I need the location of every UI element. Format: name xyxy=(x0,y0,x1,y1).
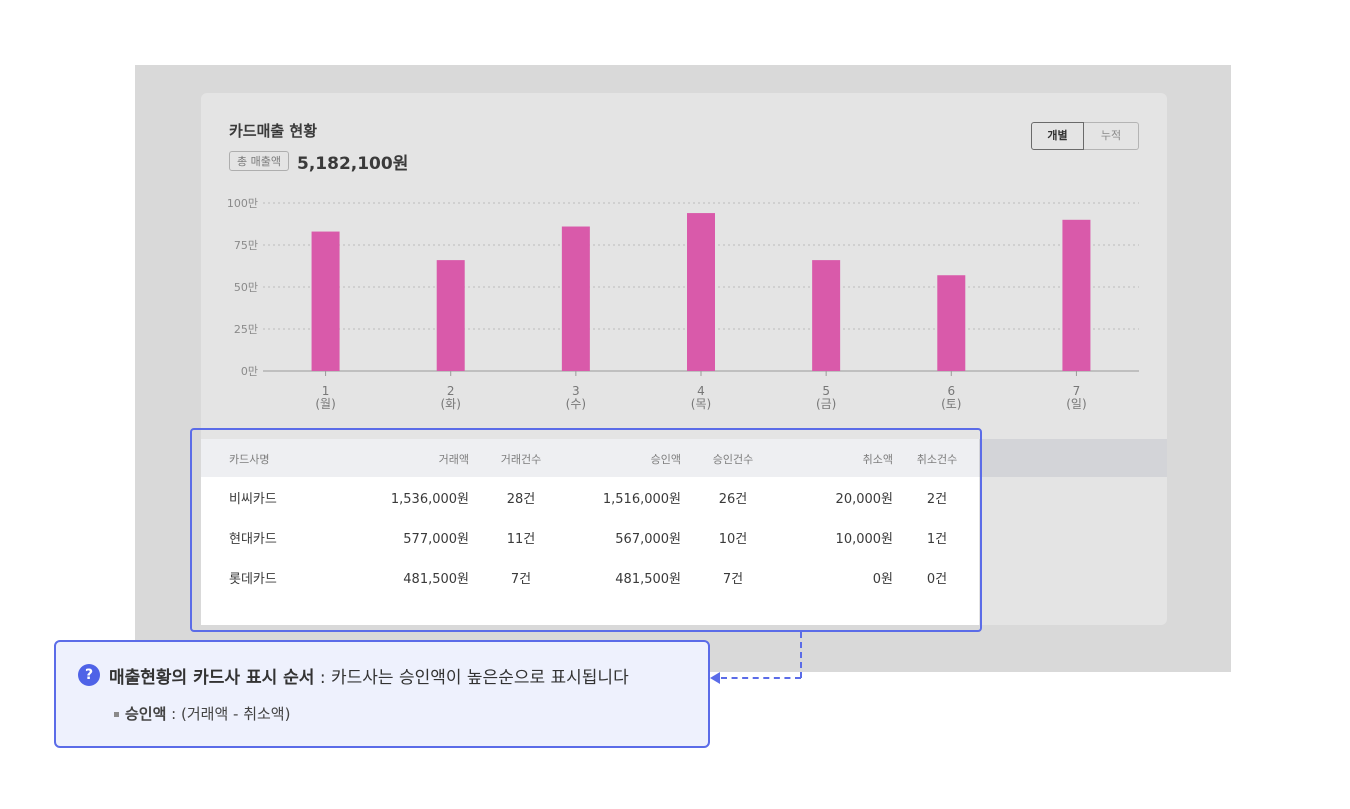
note-description: 카드사는 승인액이 높은순으로 표시됩니다 xyxy=(330,668,629,688)
toggle-individual-button[interactable]: 개별 xyxy=(1031,122,1084,150)
bar xyxy=(311,231,340,371)
x-tick-sublabel: (토) xyxy=(941,397,961,411)
cell-approved-amount: 567,000원 xyxy=(615,532,681,547)
bar xyxy=(937,275,966,371)
bar xyxy=(687,213,715,371)
bullet-icon xyxy=(114,712,119,717)
x-tick-label: 3 xyxy=(572,384,580,398)
header-transaction-amount: 거래액 xyxy=(438,453,469,466)
x-tick-label: 5 xyxy=(822,384,830,398)
x-tick-label: 1 xyxy=(322,384,330,398)
header-cancel-count: 취소건수 xyxy=(916,453,958,466)
total-sales-badge: 총 매출액 xyxy=(229,151,289,171)
bar xyxy=(561,226,590,371)
bar xyxy=(1062,219,1091,371)
cell-approved-count: 26건 xyxy=(718,492,748,507)
y-tick-label: 50만 xyxy=(234,281,258,294)
header-approved-count: 승인건수 xyxy=(712,453,754,466)
cell-transaction-amount: 577,000원 xyxy=(403,532,469,547)
cell-card-name: 비씨카드 xyxy=(229,492,277,507)
cell-cancel-count: 0건 xyxy=(926,572,948,587)
bar xyxy=(812,260,841,371)
x-tick-sublabel: (금) xyxy=(816,397,836,411)
cell-cancel-count: 2건 xyxy=(926,492,948,507)
card-title: 카드매출 현황 xyxy=(229,122,318,140)
cell-cancel-count: 1건 xyxy=(926,532,948,547)
view-toggle: 개별 누적 xyxy=(1031,122,1139,150)
x-tick-label: 6 xyxy=(947,384,955,398)
toggle-cumulative-button[interactable]: 누적 xyxy=(1084,122,1139,150)
cell-approved-amount: 481,500원 xyxy=(615,572,681,587)
x-tick-sublabel: (수) xyxy=(566,397,586,411)
arrow-left-icon xyxy=(710,672,720,684)
connector-line xyxy=(800,632,802,678)
sales-bar-chart: 0만 25만 50만 75만 100만 1(월) 2(화) 3(수) 4(목) 5(금) 6(토) 7… xyxy=(227,197,1139,411)
header-cancel-amount: 취소액 xyxy=(862,453,893,466)
y-tick-label: 100만 xyxy=(227,197,258,210)
table-header xyxy=(201,439,979,477)
y-tick-label: 0만 xyxy=(241,365,258,378)
x-tick-sublabel: (목) xyxy=(691,397,711,411)
note-title-line: 매출현황의 카드사 표시 순서 : 카드사는 승인액이 높은순으로 표시됩니다 xyxy=(109,663,629,688)
cell-card-name: 현대카드 xyxy=(229,532,277,547)
note-separator: : xyxy=(314,668,331,688)
y-tick-label: 75만 xyxy=(234,239,258,252)
cell-transaction-amount: 1,536,000원 xyxy=(390,492,469,507)
annotation-note: ? 매출현황의 카드사 표시 순서 : 카드사는 승인액이 높은순으로 표시됩니… xyxy=(54,640,710,748)
header-transaction-count: 거래건수 xyxy=(500,453,542,466)
cell-approved-count: 7건 xyxy=(722,572,744,587)
header-approved-amount: 승인액 xyxy=(650,453,681,466)
cell-transaction-count: 28건 xyxy=(506,492,536,507)
cell-cancel-amount: 10,000원 xyxy=(835,532,893,547)
note-sub-line: 승인액 : (거래액 - 취소액) xyxy=(114,703,290,724)
total-sales-value: 5,182,100원 xyxy=(297,154,409,174)
y-tick-label: 25만 xyxy=(234,323,258,336)
cell-transaction-count: 7건 xyxy=(510,572,532,587)
x-tick-sublabel: (일) xyxy=(1066,397,1086,411)
card-sales-table: 카드사명 거래액 거래건수 승인액 승인건수 취소액 취소건수 비씨카드 1,5… xyxy=(201,439,979,625)
cell-transaction-count: 11건 xyxy=(506,532,536,547)
header-card-name: 카드사명 xyxy=(229,453,270,466)
table-highlight-frame xyxy=(190,428,982,632)
note-sub-description: : (거래액 - 취소액) xyxy=(166,705,291,723)
x-tick-label: 7 xyxy=(1073,384,1081,398)
x-tick-label: 4 xyxy=(697,384,705,398)
cell-card-name: 롯데카드 xyxy=(229,572,277,587)
cell-transaction-amount: 481,500원 xyxy=(403,572,469,587)
cell-cancel-amount: 0원 xyxy=(872,572,893,587)
cell-approved-amount: 1,516,000원 xyxy=(602,492,681,507)
x-tick-label: 2 xyxy=(447,384,455,398)
note-sub-label: 승인액 xyxy=(125,705,167,723)
cell-cancel-amount: 20,000원 xyxy=(835,492,893,507)
question-icon: ? xyxy=(78,664,100,686)
note-title: 매출현황의 카드사 표시 순서 xyxy=(109,668,315,688)
x-tick-sublabel: (화) xyxy=(441,397,461,411)
bar xyxy=(436,260,465,371)
connector-line xyxy=(721,677,801,679)
x-tick-sublabel: (월) xyxy=(315,397,335,411)
cell-approved-count: 10건 xyxy=(718,532,748,547)
